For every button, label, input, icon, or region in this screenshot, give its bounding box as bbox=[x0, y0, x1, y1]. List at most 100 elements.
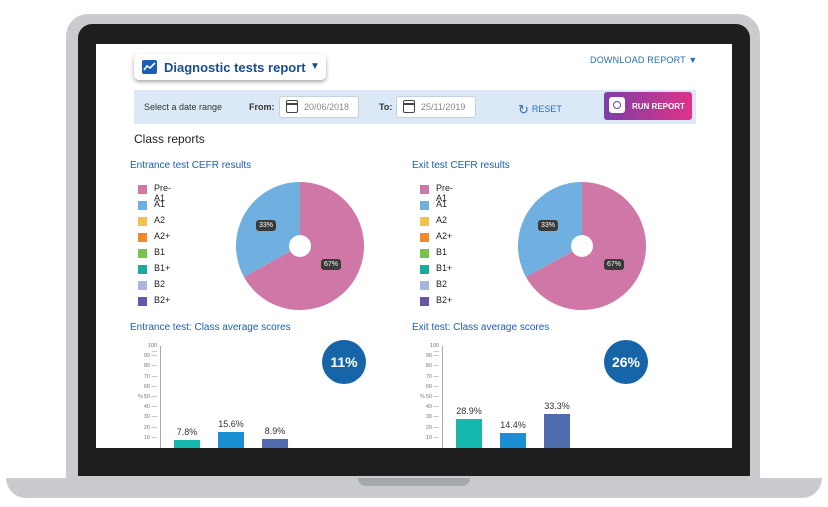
bar bbox=[174, 440, 200, 448]
y-axis-title: % bbox=[138, 394, 143, 400]
run-report-icon bbox=[609, 97, 625, 113]
legend-swatch bbox=[138, 249, 147, 258]
legend-swatch bbox=[138, 217, 147, 226]
date-range-label: Select a date range bbox=[144, 102, 223, 112]
legend-swatch bbox=[138, 201, 147, 210]
legend-label: A2 bbox=[154, 215, 166, 225]
reset-label: RESET bbox=[531, 104, 562, 114]
laptop-base bbox=[6, 478, 822, 498]
legend-swatch bbox=[420, 265, 429, 274]
legend-swatch bbox=[138, 185, 147, 194]
exit-pie-chart bbox=[518, 182, 646, 310]
y-tick-label: 60 — bbox=[143, 383, 157, 390]
date-range-bar: Select a date range From: 20/06/2018 To:… bbox=[134, 90, 696, 124]
screen: Diagnostic tests report ▼ DOWNLOAD REPOR… bbox=[96, 44, 732, 448]
calendar-icon bbox=[286, 100, 298, 113]
legend-label: A2+ bbox=[154, 231, 171, 241]
y-tick-label: 80 — bbox=[143, 363, 157, 370]
y-tick-label: 10 — bbox=[143, 434, 157, 441]
y-tick-label: 90 — bbox=[143, 353, 157, 360]
entrance-pie-title: Entrance test CEFR results bbox=[130, 160, 252, 171]
bar-value-label: 15.6% bbox=[218, 419, 244, 430]
y-tick-label: 60 — bbox=[425, 383, 439, 390]
y-tick-label: 10 — bbox=[425, 434, 439, 441]
trend-chart-icon bbox=[142, 60, 157, 74]
legend-label: B1+ bbox=[436, 263, 453, 273]
calendar-icon bbox=[403, 100, 415, 113]
y-tick-label: 100 — bbox=[147, 343, 157, 355]
legend-label: A2+ bbox=[436, 231, 453, 241]
legend-swatch bbox=[138, 281, 147, 290]
bar-value-label: 7.8% bbox=[176, 427, 198, 438]
download-report-button[interactable]: DOWNLOAD REPORT ▼ bbox=[590, 55, 698, 65]
to-label: To: bbox=[379, 102, 393, 112]
reset-button[interactable]: ↻ RESET bbox=[518, 100, 562, 117]
from-label: From: bbox=[249, 102, 275, 112]
legend-label: Pre-A1 bbox=[154, 183, 172, 203]
legend-swatch bbox=[138, 233, 147, 242]
y-tick-label: 20 — bbox=[143, 424, 157, 431]
y-tick-label: 100 — bbox=[429, 343, 439, 355]
legend-label: B1+ bbox=[154, 263, 171, 273]
pie-center-hole bbox=[289, 235, 311, 257]
from-date-value: 20/06/2018 bbox=[304, 102, 350, 112]
to-date-value: 25/11/2019 bbox=[421, 102, 466, 112]
y-axis-title: % bbox=[420, 394, 425, 400]
report-type-dropdown[interactable]: Diagnostic tests report ▼ bbox=[134, 54, 326, 80]
legend-swatch bbox=[420, 201, 429, 210]
report-type-label: Diagnostic tests report bbox=[164, 60, 306, 75]
legend-label: A2 bbox=[436, 215, 448, 225]
y-tick-label: 40 — bbox=[143, 404, 157, 411]
y-tick-label: 30 — bbox=[425, 414, 439, 421]
y-axis-line bbox=[160, 346, 161, 448]
bar bbox=[456, 418, 482, 448]
legend-label: B2+ bbox=[436, 295, 453, 305]
run-report-button[interactable]: RUN REPORT bbox=[604, 92, 692, 120]
y-tick-label: 20 — bbox=[425, 424, 439, 431]
chevron-down-icon: ▼ bbox=[310, 61, 320, 72]
section-title: Class reports bbox=[134, 132, 205, 146]
from-date-input[interactable]: 20/06/2018 bbox=[279, 96, 359, 118]
entrance-bar-title: Entrance test: Class average scores bbox=[130, 322, 291, 333]
entrance-pie-chart bbox=[236, 182, 364, 310]
y-tick-label: 70 — bbox=[425, 373, 439, 380]
legend-label: B2 bbox=[436, 279, 448, 289]
run-report-label: RUN REPORT bbox=[632, 102, 685, 111]
refresh-icon: ↻ bbox=[518, 102, 529, 117]
bar-value-label: 28.9% bbox=[456, 405, 482, 416]
bar bbox=[218, 432, 244, 448]
legend-swatch bbox=[420, 233, 429, 242]
bar bbox=[262, 438, 288, 448]
bar bbox=[544, 414, 570, 448]
pie-label-a1: 33% bbox=[538, 220, 559, 231]
legend-swatch bbox=[138, 265, 147, 274]
y-tick-label: 40 — bbox=[425, 404, 439, 411]
legend-swatch bbox=[420, 297, 429, 306]
legend-label: A1 bbox=[436, 199, 448, 209]
legend-label: B1 bbox=[436, 247, 448, 257]
bar-value-label: 8.9% bbox=[264, 425, 286, 436]
exit-bar-chart: % 100 —90 — 80 — 70 — 60 — 50 — 40 — 30 — 20 — 10… bbox=[418, 340, 618, 448]
y-tick-label: 90 — bbox=[425, 353, 439, 360]
y-tick-label: 70 — bbox=[143, 373, 157, 380]
entrance-bar-chart: % 100 —90 — 80 — 70 — 60 — 50 — 40 — 30 — 20 — 10… bbox=[136, 340, 336, 448]
exit-bar-title: Exit test: Class average scores bbox=[412, 322, 550, 333]
y-tick-label: 30 — bbox=[143, 414, 157, 421]
bar-value-label: 33.3% bbox=[544, 401, 570, 412]
pie-center-hole bbox=[571, 235, 593, 257]
to-date-input[interactable]: 25/11/2019 bbox=[396, 96, 476, 118]
y-tick-label: 50 — bbox=[425, 394, 439, 400]
legend-swatch bbox=[138, 297, 147, 306]
bar bbox=[500, 433, 526, 448]
exit-pie-title: Exit test CEFR results bbox=[412, 160, 510, 171]
pie-label-pre-a1: 67% bbox=[604, 259, 625, 270]
legend-swatch bbox=[420, 249, 429, 258]
y-tick-label: 50 — bbox=[143, 394, 157, 400]
y-axis-line bbox=[442, 346, 443, 448]
legend-swatch bbox=[420, 217, 429, 226]
laptop-notch bbox=[358, 478, 470, 486]
legend-swatch bbox=[420, 281, 429, 290]
legend-label: B2+ bbox=[154, 295, 171, 305]
legend-swatch bbox=[420, 185, 429, 194]
bar-value-label: 14.4% bbox=[500, 420, 526, 431]
